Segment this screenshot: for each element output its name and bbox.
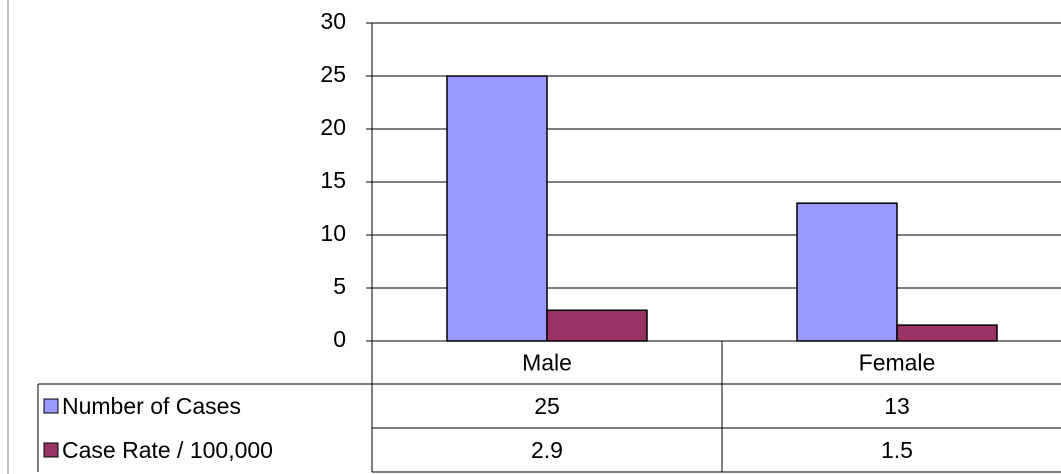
bar — [796, 202, 898, 342]
y-tick-label: 0 — [333, 326, 346, 352]
y-tick-label: 30 — [320, 8, 346, 34]
legend-label: Number of Cases — [62, 393, 241, 419]
table-value: 1.5 — [881, 437, 913, 463]
table-value: 13 — [884, 393, 910, 419]
bar — [896, 324, 998, 342]
y-tick-label: 15 — [320, 167, 346, 193]
legend-key — [43, 398, 59, 414]
legend-label: Case Rate / 100,000 — [62, 437, 273, 463]
y-tick-label: 10 — [320, 220, 346, 246]
table-value: 2.9 — [531, 437, 563, 463]
table-value: 25 — [534, 393, 560, 419]
y-tick-label: 5 — [333, 273, 346, 299]
legend-key — [43, 442, 59, 458]
x-tick-label: Male — [522, 350, 572, 376]
bar — [546, 309, 648, 342]
y-tick-label: 25 — [320, 61, 346, 87]
y-tick-label: 20 — [320, 114, 346, 140]
bar — [446, 75, 548, 342]
x-tick-label: Female — [859, 350, 936, 376]
